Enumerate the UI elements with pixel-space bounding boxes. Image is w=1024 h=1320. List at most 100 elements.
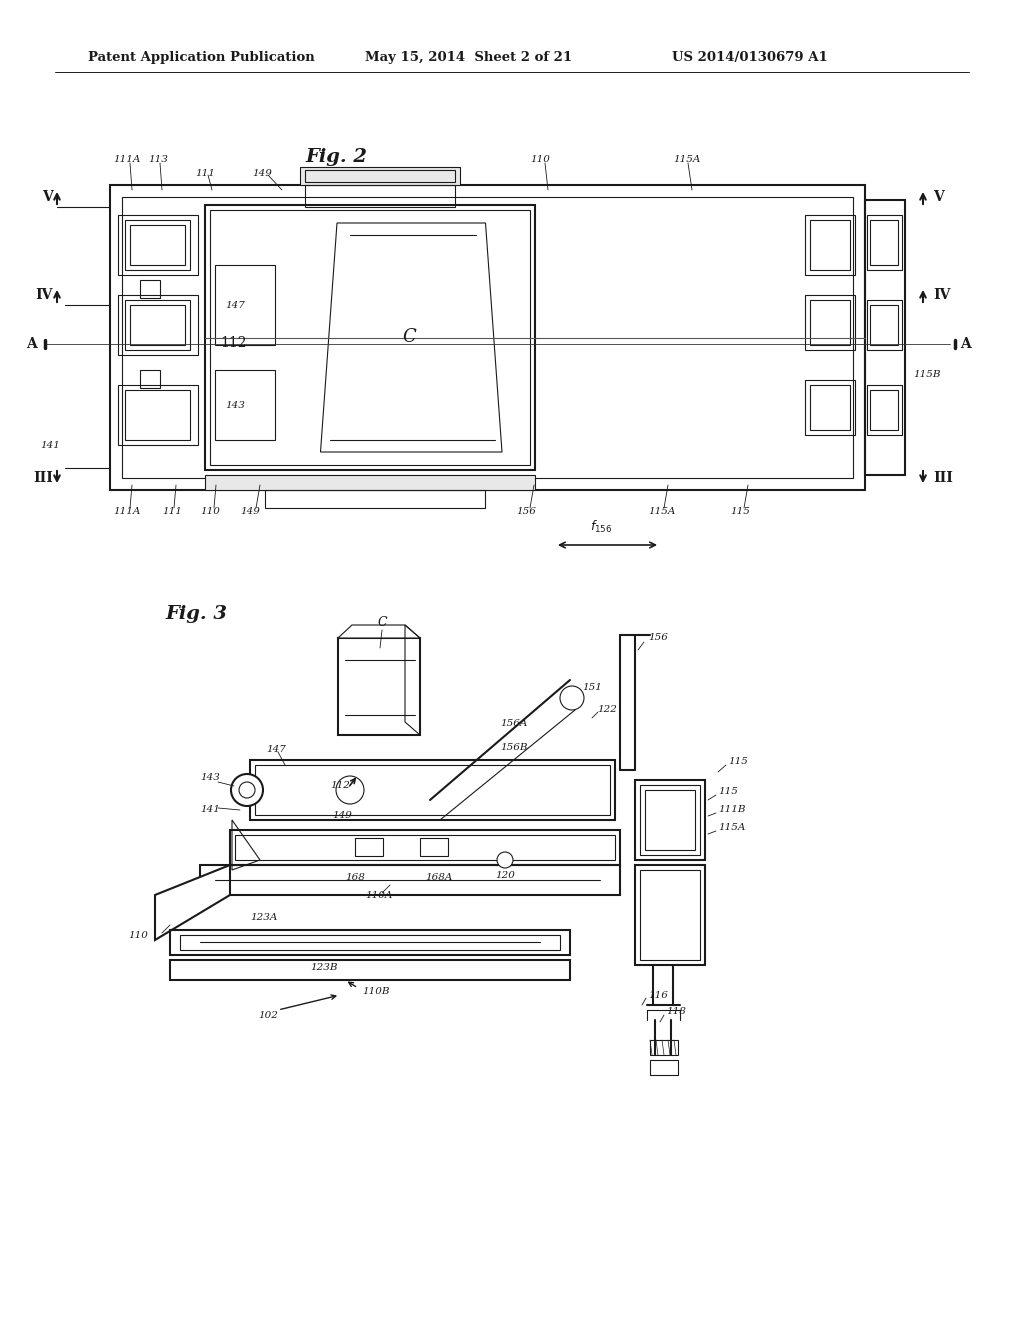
- Text: V: V: [933, 190, 944, 205]
- Text: IV: IV: [36, 288, 53, 302]
- Text: 110: 110: [200, 507, 220, 516]
- Text: 115: 115: [728, 758, 748, 767]
- Text: Patent Application Publication: Patent Application Publication: [88, 50, 314, 63]
- Text: 102: 102: [258, 1011, 278, 1019]
- Text: 147: 147: [225, 301, 245, 309]
- Text: 115A: 115A: [648, 507, 676, 516]
- Circle shape: [497, 851, 513, 869]
- Bar: [170, 960, 570, 979]
- Text: V: V: [42, 190, 53, 205]
- Circle shape: [336, 776, 364, 804]
- Polygon shape: [338, 638, 420, 735]
- Bar: [867, 300, 902, 350]
- Bar: [645, 789, 695, 850]
- Bar: [125, 389, 190, 440]
- Bar: [300, 168, 460, 185]
- Text: 110: 110: [128, 931, 148, 940]
- Bar: [635, 780, 705, 861]
- Text: 113: 113: [148, 156, 168, 165]
- Text: 149: 149: [252, 169, 272, 177]
- Text: 110B: 110B: [362, 987, 389, 997]
- Text: 141: 141: [40, 441, 60, 450]
- Text: Fig. 3: Fig. 3: [165, 605, 227, 623]
- Text: 115A: 115A: [718, 824, 745, 833]
- Text: US 2014/0130679 A1: US 2014/0130679 A1: [672, 50, 827, 63]
- Text: 111B: 111B: [718, 805, 745, 814]
- Bar: [200, 865, 620, 895]
- Bar: [870, 305, 898, 345]
- Bar: [205, 205, 535, 470]
- Bar: [118, 215, 198, 275]
- Circle shape: [239, 781, 255, 799]
- Bar: [130, 305, 185, 345]
- Text: 123B: 123B: [310, 964, 338, 973]
- Bar: [118, 385, 198, 445]
- Text: 111: 111: [195, 169, 215, 177]
- Bar: [265, 490, 485, 508]
- Text: May 15, 2014  Sheet 2 of 21: May 15, 2014 Sheet 2 of 21: [365, 50, 572, 63]
- Polygon shape: [338, 624, 420, 638]
- Bar: [230, 830, 620, 865]
- Bar: [650, 1040, 678, 1055]
- Bar: [130, 224, 185, 265]
- Polygon shape: [155, 865, 230, 940]
- Circle shape: [560, 686, 584, 710]
- Bar: [865, 201, 905, 475]
- Text: 110A: 110A: [365, 891, 392, 899]
- Bar: [215, 370, 275, 440]
- Text: 156: 156: [516, 507, 536, 516]
- Bar: [234, 836, 615, 861]
- Bar: [810, 300, 850, 345]
- Text: A: A: [961, 337, 971, 351]
- Bar: [805, 294, 855, 350]
- Bar: [867, 385, 902, 436]
- Bar: [805, 215, 855, 275]
- Text: 156B: 156B: [500, 743, 527, 752]
- Text: Fig. 2: Fig. 2: [305, 148, 367, 166]
- Bar: [118, 294, 198, 355]
- Bar: [140, 280, 160, 298]
- Text: 110: 110: [530, 156, 550, 165]
- Bar: [870, 389, 898, 430]
- Text: 123A: 123A: [250, 913, 278, 923]
- Bar: [640, 785, 700, 855]
- Text: 111: 111: [162, 507, 182, 516]
- Text: III: III: [933, 471, 953, 484]
- Bar: [640, 870, 700, 960]
- Bar: [305, 185, 455, 207]
- Text: C: C: [402, 329, 417, 346]
- Bar: [125, 300, 190, 350]
- Bar: [810, 220, 850, 271]
- Text: 156: 156: [648, 634, 668, 643]
- Text: 149: 149: [332, 810, 352, 820]
- Text: 122: 122: [597, 705, 616, 714]
- Bar: [870, 220, 898, 265]
- Bar: [420, 838, 449, 855]
- Bar: [355, 838, 383, 855]
- Bar: [867, 215, 902, 271]
- Text: $f_{156}$: $f_{156}$: [590, 519, 612, 535]
- Bar: [305, 170, 455, 182]
- Bar: [650, 1060, 678, 1074]
- Bar: [205, 475, 535, 490]
- Text: 147: 147: [266, 746, 286, 755]
- Bar: [210, 210, 530, 465]
- Bar: [805, 380, 855, 436]
- Text: 115: 115: [730, 507, 750, 516]
- Bar: [125, 220, 190, 271]
- Text: 151: 151: [582, 684, 602, 693]
- Bar: [215, 265, 275, 345]
- Bar: [110, 185, 865, 490]
- Text: 115A: 115A: [673, 156, 700, 165]
- Text: IV: IV: [933, 288, 950, 302]
- Text: 115: 115: [718, 788, 738, 796]
- Text: C: C: [377, 615, 387, 628]
- Text: 143: 143: [225, 400, 245, 409]
- Text: 156A: 156A: [500, 718, 527, 727]
- Bar: [635, 865, 705, 965]
- Bar: [140, 370, 160, 388]
- Bar: [255, 766, 610, 814]
- Text: 120: 120: [495, 870, 515, 879]
- Text: 111A: 111A: [113, 507, 140, 516]
- Text: 118: 118: [666, 1007, 686, 1016]
